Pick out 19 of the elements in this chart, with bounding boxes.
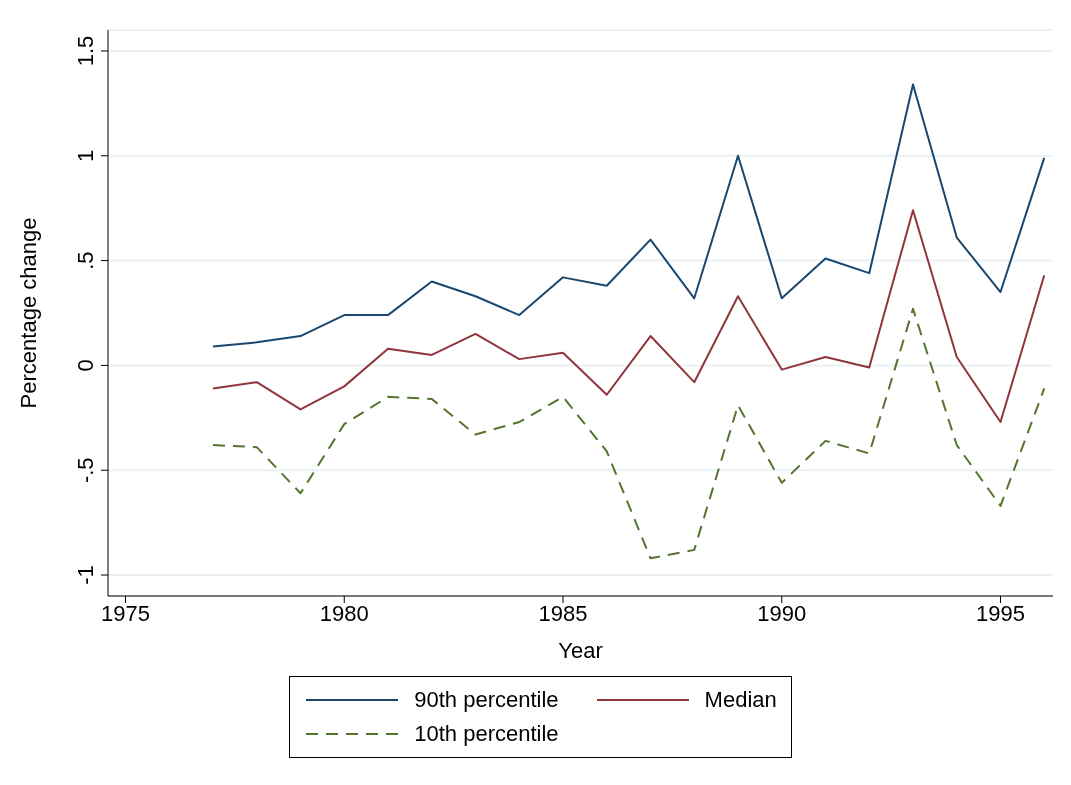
y-axis-title: Percentage change (15, 217, 41, 409)
line-series (212, 83, 1046, 348)
y-tick-label: 1 (73, 149, 98, 162)
x-tick-label: 1985 (538, 600, 588, 626)
legend-label: Median (704, 687, 777, 713)
x-tick-label: 1995 (976, 600, 1025, 626)
x-tick-label: 1990 (757, 600, 807, 626)
x-tick-label: 1980 (319, 600, 369, 626)
line-series (212, 209, 1046, 424)
legend-label: 10th percentile (414, 721, 559, 747)
legend-label: 90th percentile (414, 687, 559, 713)
y-tick-label: 0 (73, 359, 98, 372)
y-tick-label: -.5 (73, 457, 98, 484)
line-series (212, 307, 1046, 560)
y-tick-label: -1 (73, 565, 98, 585)
x-tick-label: 1975 (101, 600, 150, 626)
x-axis-title: Year (558, 638, 603, 663)
y-tick-label: .5 (73, 251, 98, 270)
y-tick-label: 1.5 (73, 35, 98, 67)
